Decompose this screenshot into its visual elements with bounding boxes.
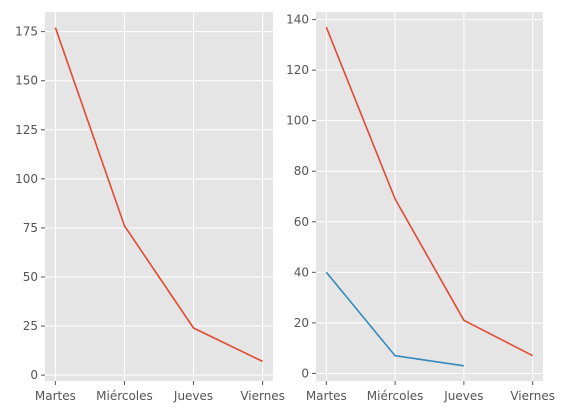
right-chart-panel: Martes Miércoles Jueves Viernes 0 20 40 60 80 100…: [286, 12, 555, 403]
y-tick-label: 50: [23, 270, 38, 284]
y-tick-label: 120: [286, 63, 309, 77]
y-tick-label: 20: [294, 316, 309, 330]
y-tick-label: 0: [30, 368, 38, 382]
x-tick-label: Jueves: [443, 389, 483, 403]
x-tick-label: Jueves: [173, 389, 213, 403]
x-tick-label: Viernes: [240, 389, 285, 403]
plot-area: [316, 12, 543, 381]
y-tick-label: 60: [294, 215, 309, 229]
y-tick-label: 140: [286, 13, 309, 27]
y-tick-label: 80: [294, 164, 309, 178]
y-tick-label: 125: [15, 123, 38, 137]
y-tick-label: 40: [294, 265, 309, 279]
x-tick-label: Viernes: [510, 389, 555, 403]
y-tick-label: 25: [23, 319, 38, 333]
y-tick-label: 100: [286, 114, 309, 128]
x-tick-label: Miércoles: [96, 389, 153, 403]
left-chart-panel: Martes Miércoles Jueves Viernes 0 25 50 75 100 12…: [15, 12, 285, 403]
y-tick-label: 75: [23, 221, 38, 235]
y-tick-label: 150: [15, 74, 38, 88]
x-tick-label: Miércoles: [367, 389, 424, 403]
x-tick-label: Martes: [35, 389, 76, 403]
y-tick-label: 100: [15, 172, 38, 186]
x-tick-label: Martes: [306, 389, 347, 403]
y-tick-label: 0: [301, 366, 309, 380]
y-tick-label: 175: [15, 25, 38, 39]
